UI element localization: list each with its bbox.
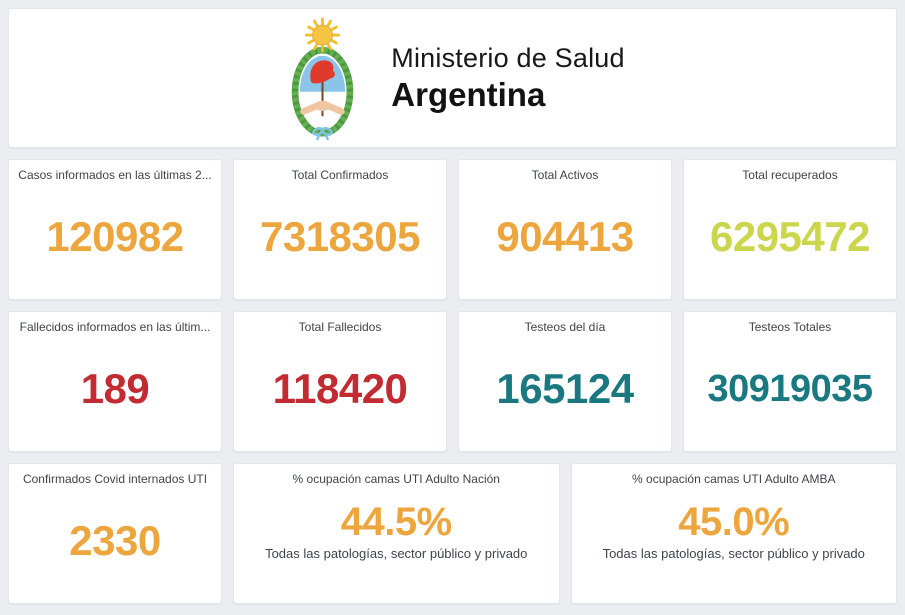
panel-title[interactable]: Testeos Totales [748, 320, 832, 334]
panel-title[interactable]: Fallecidos informados en las últim... [19, 320, 211, 334]
stat-subtitle: Todas las patologías, sector público y p… [602, 545, 865, 561]
panel-testeos-totales: Testeos Totales 30919035 [683, 311, 897, 452]
brand-text: Ministerio de Salud Argentina [391, 41, 624, 115]
stats-row-3: Confirmados Covid internados UTI 2330 % … [8, 463, 897, 604]
stat-value: 44.5% [340, 499, 452, 544]
panel-title[interactable]: Casos informados en las últimas 2... [18, 168, 212, 182]
ministry-brand: Ministerio de Salud Argentina [9, 9, 896, 147]
panel-title[interactable]: % ocupación camas UTI Adulto AMBA [632, 472, 836, 486]
ministry-title: Ministerio de Salud [391, 43, 625, 73]
panel-testeos-dia: Testeos del día 165124 [458, 311, 672, 452]
country-title: Argentina [391, 76, 546, 113]
panel-title[interactable]: Total Confirmados [291, 168, 389, 182]
panel-total-activos: Total Activos 904413 [458, 159, 672, 300]
stat-value: 30919035 [707, 367, 873, 410]
panel-title[interactable]: Total Fallecidos [298, 320, 382, 334]
panel-total-fallecidos: Total Fallecidos 118420 [233, 311, 447, 452]
panel-uti-internados: Confirmados Covid internados UTI 2330 [8, 463, 222, 604]
panel-title[interactable]: Total recuperados [742, 168, 838, 182]
stats-row-2: Fallecidos informados en las últim... 18… [8, 311, 897, 452]
stat-value: 904413 [496, 213, 634, 261]
stat-value: 118420 [272, 365, 408, 413]
stat-value: 45.0% [678, 499, 790, 544]
stat-value: 2330 [69, 517, 161, 565]
stat-value: 120982 [46, 213, 184, 261]
stats-row-1: Casos informados en las últimas 2... 120… [8, 159, 897, 300]
panel-title[interactable]: Testeos del día [524, 320, 606, 334]
stat-value: 6295472 [709, 213, 871, 261]
panel-total-recuperados: Total recuperados 6295472 [683, 159, 897, 300]
panel-title[interactable]: % ocupación camas UTI Adulto Nación [292, 472, 500, 486]
stat-value: 165124 [496, 365, 634, 413]
stat-value: 7318305 [259, 213, 421, 261]
panel-fallecidos-24h: Fallecidos informados en las últim... 18… [8, 311, 222, 452]
panel-title[interactable]: Total Activos [531, 168, 599, 182]
argentina-coat-of-arms-icon [292, 17, 354, 141]
stat-subtitle: Todas las patologías, sector público y p… [265, 545, 528, 561]
panel-uti-nacion: % ocupación camas UTI Adulto Nación 44.5… [233, 463, 560, 604]
panel-title[interactable]: Confirmados Covid internados UTI [22, 472, 208, 486]
header-panel: Ministerio de Salud Argentina [8, 8, 897, 148]
panel-total-confirmados: Total Confirmados 7318305 [233, 159, 447, 300]
stat-value: 189 [80, 365, 150, 413]
panel-casos-24h: Casos informados en las últimas 2... 120… [8, 159, 222, 300]
sun-rays [305, 17, 341, 53]
panel-uti-amba: % ocupación camas UTI Adulto AMBA 45.0% … [570, 463, 897, 604]
